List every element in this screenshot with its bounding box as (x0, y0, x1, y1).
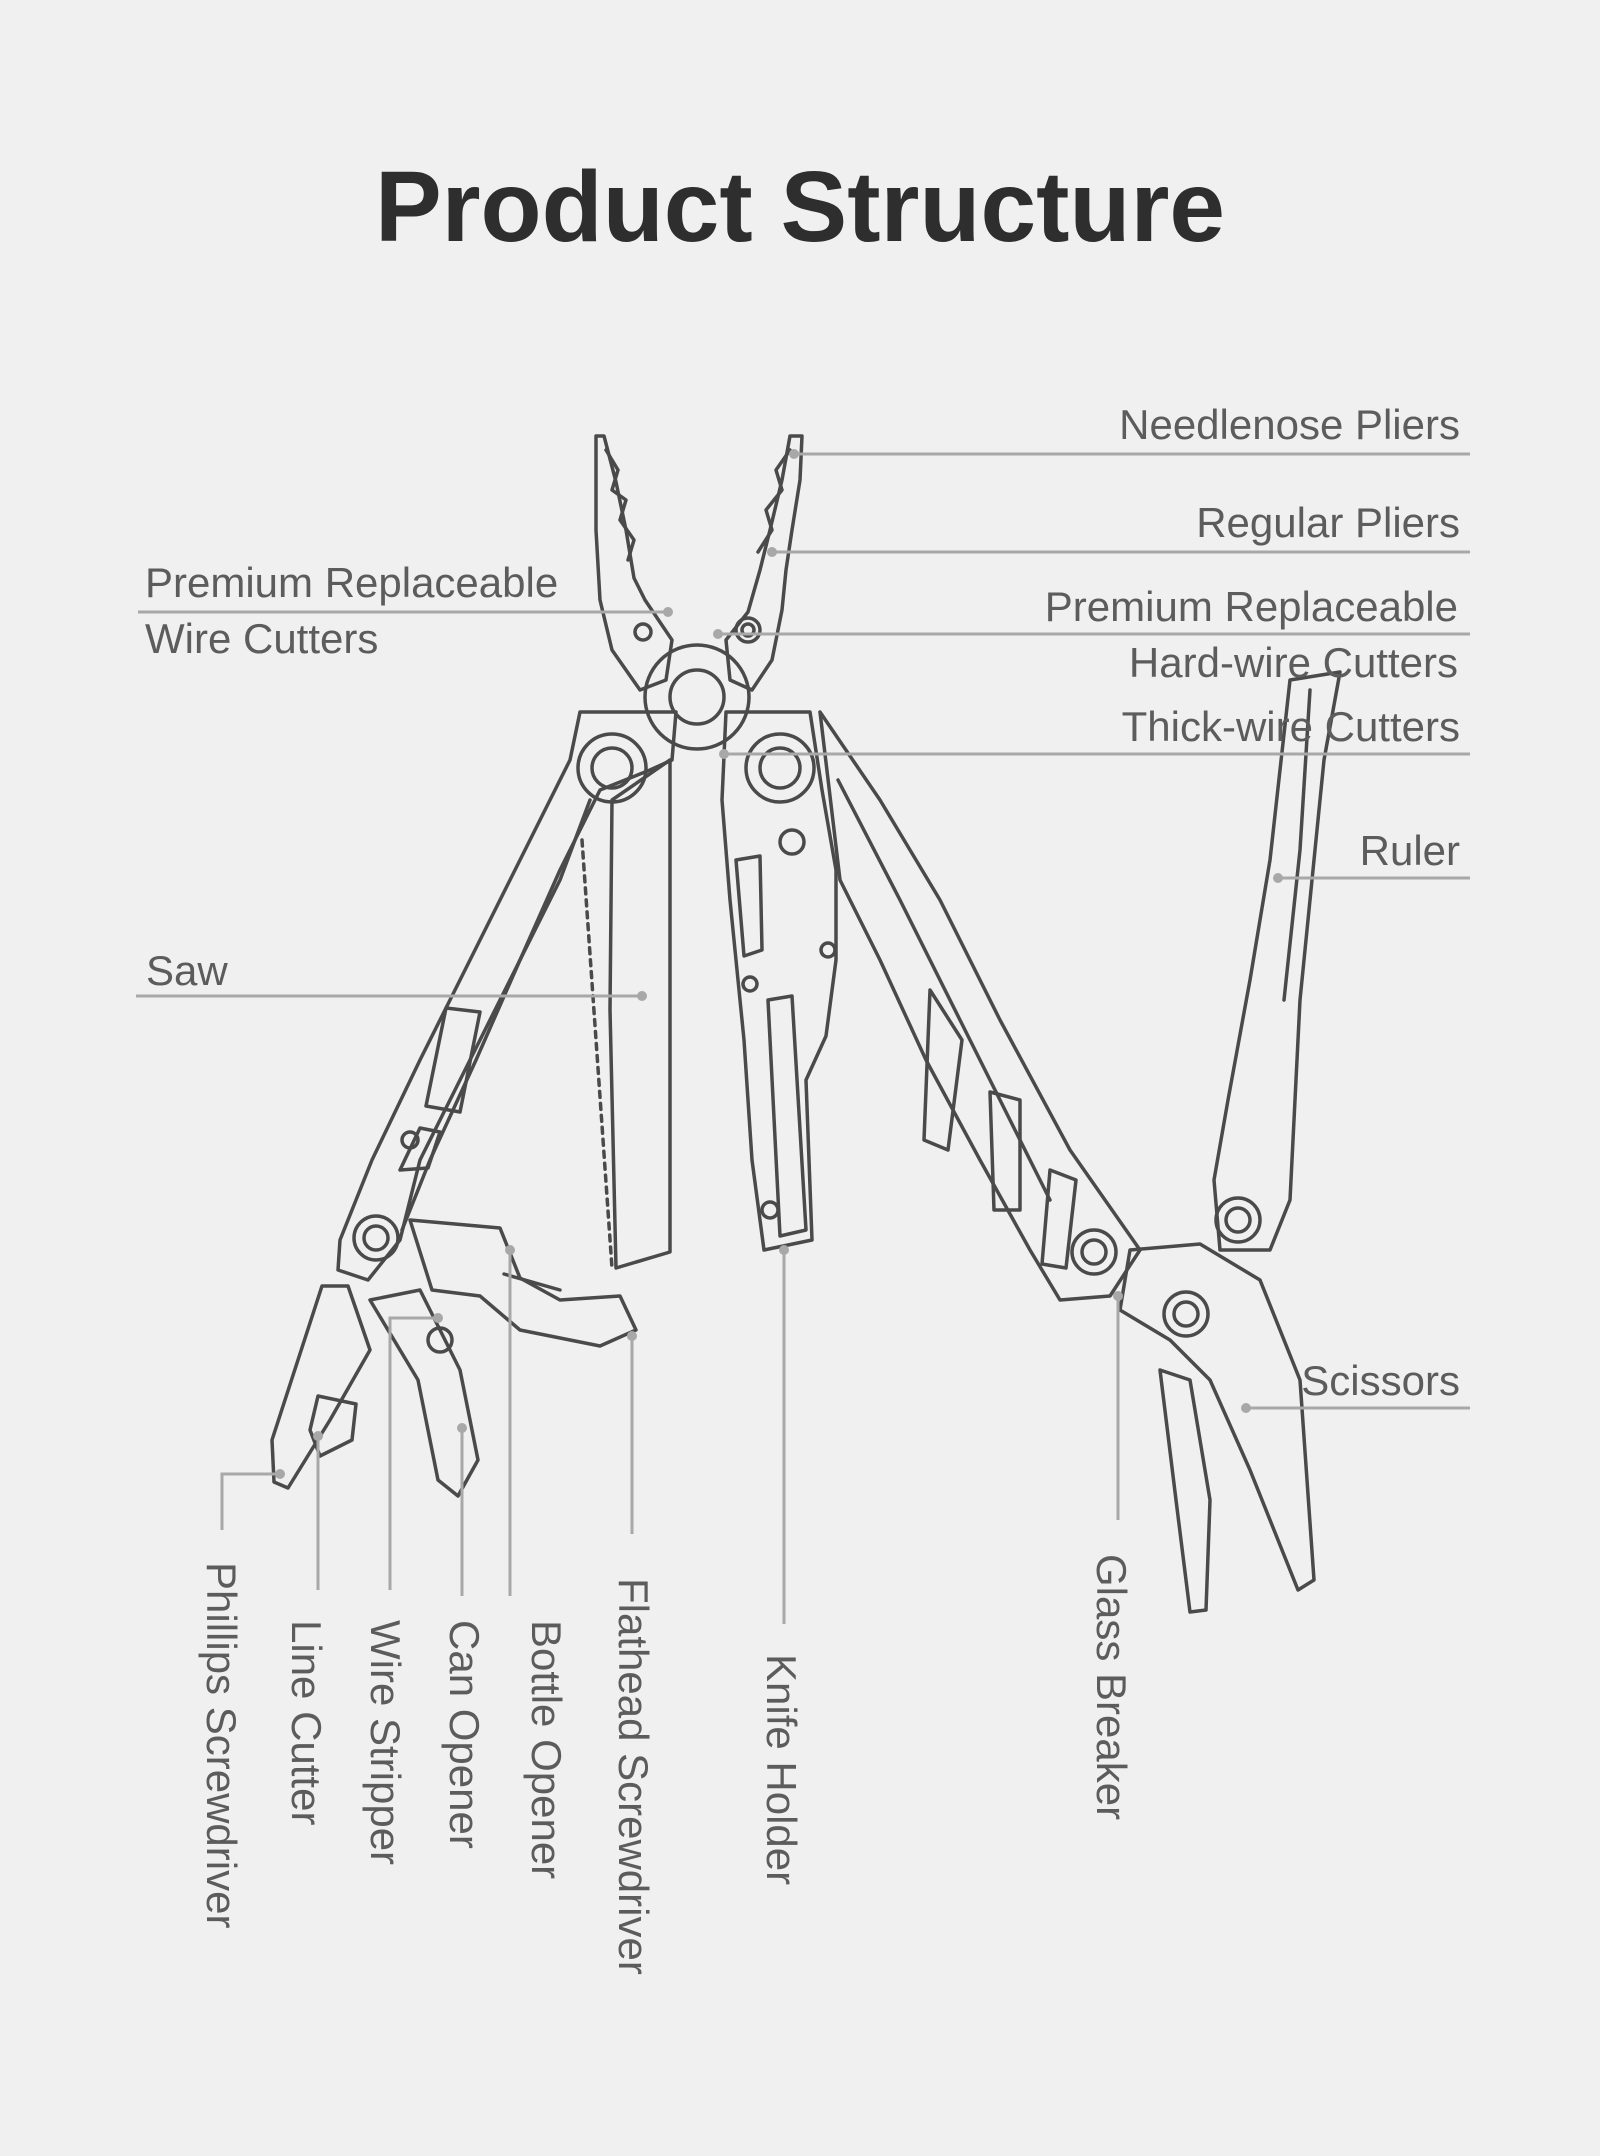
leader-wire-stripper (388, 1316, 438, 1590)
label-premium-hardwire-cutters-line1: Premium Replaceable (1044, 583, 1458, 630)
leader-lines (136, 452, 1470, 1624)
label-needlenose-pliers: Needlenose Pliers (1119, 401, 1460, 448)
label-can-opener: Can Opener (441, 1620, 488, 1849)
label-flathead-screwdriver: Flathead Screwdriver (610, 1578, 657, 1975)
label-saw: Saw (146, 947, 228, 994)
label-wire-stripper: Wire Stripper (362, 1620, 409, 1866)
label-thick-wire-cutters: Thick-wire Cutters (1121, 703, 1460, 750)
label-premium-hardwire-cutters-line2: Hard-wire Cutters (1128, 639, 1458, 686)
label-premium-wire-cutters-line2: Wire Cutters (145, 615, 379, 662)
label-phillips-screwdriver: Phillips Screwdriver (198, 1562, 245, 1929)
page-title: Product Structure (374, 151, 1226, 263)
label-premium-wire-cutters-line1: Premium Replaceable (145, 559, 559, 606)
label-scissors: Scissors (1301, 1357, 1460, 1404)
label-bottle-opener: Bottle Opener (523, 1620, 570, 1880)
label-knife-holder: Knife Holder (758, 1654, 805, 1886)
leader-phillips-screwdriver (220, 1472, 280, 1530)
label-line-cutter: Line Cutter (283, 1620, 330, 1826)
label-glass-breaker: Glass Breaker (1088, 1554, 1135, 1821)
label-ruler: Ruler (1359, 827, 1460, 874)
multitool-outline (270, 434, 1342, 1614)
leader-dots (275, 449, 1283, 1479)
label-regular-pliers: Regular Pliers (1196, 499, 1460, 546)
